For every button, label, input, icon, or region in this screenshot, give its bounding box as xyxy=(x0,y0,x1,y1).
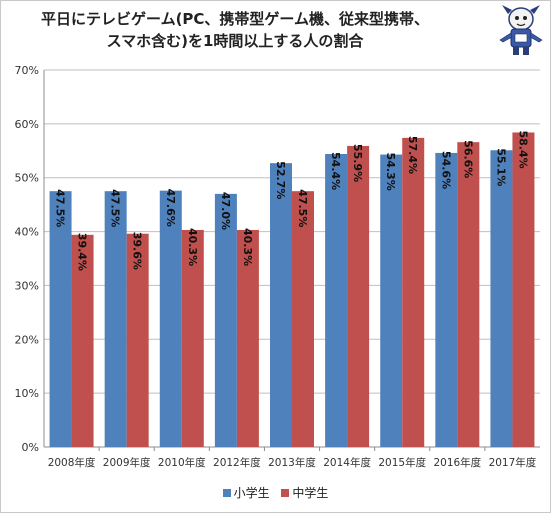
x-tick-label: 2017年度 xyxy=(489,456,537,469)
y-tick-label: 70% xyxy=(15,64,39,77)
bar-series-2 xyxy=(71,234,94,447)
bar-series-1 xyxy=(49,191,72,447)
data-label: 54.4% xyxy=(329,152,342,190)
bar-series-2 xyxy=(402,137,425,448)
bar-series-1 xyxy=(104,191,127,447)
x-tick-label: 2008年度 xyxy=(48,456,96,469)
mascot-icon xyxy=(499,5,543,55)
data-label: 47.6% xyxy=(164,189,177,227)
chart-title-line-2: スマホ含む)を1時間以上する人の割合 xyxy=(106,32,364,50)
y-tick-label: 0% xyxy=(22,441,39,454)
data-label: 57.4% xyxy=(406,136,419,174)
bar-series-1 xyxy=(435,152,458,447)
data-label: 56.6% xyxy=(461,140,474,178)
y-tick-label: 10% xyxy=(15,387,39,400)
legend-label-series-2: 中学生 xyxy=(292,486,329,500)
y-tick-label: 60% xyxy=(15,118,39,131)
legend: 小学生 中学生 xyxy=(0,484,551,501)
y-tick-label: 40% xyxy=(15,226,39,239)
bar-series-1 xyxy=(270,163,292,447)
x-tick-label: 2009年度 xyxy=(103,456,151,469)
data-label: 47.5% xyxy=(54,189,67,227)
data-label: 54.3% xyxy=(384,153,397,191)
x-tick-label: 2016年度 xyxy=(433,456,481,469)
y-tick-label: 50% xyxy=(15,172,39,185)
data-label: 54.6% xyxy=(439,151,452,189)
data-label: 55.1% xyxy=(494,148,507,186)
bar-series-2 xyxy=(347,145,370,447)
bar-series-1 xyxy=(214,193,237,447)
x-tick-label: 2012年度 xyxy=(213,456,261,469)
bar-series-1 xyxy=(490,150,513,448)
bar-series-2 xyxy=(126,233,149,447)
data-label: 39.6% xyxy=(131,232,144,270)
bar-series-1 xyxy=(159,190,182,447)
data-label: 47.5% xyxy=(109,189,122,227)
y-tick-label: 30% xyxy=(15,279,39,292)
bar-series-1 xyxy=(380,154,403,447)
x-tick-label: 2014年度 xyxy=(323,456,371,469)
legend-swatch-series-1 xyxy=(222,489,231,497)
legend-label-series-1: 小学生 xyxy=(233,486,270,500)
data-label: 40.3% xyxy=(186,228,199,266)
data-label: 55.9% xyxy=(351,144,364,182)
chart-title-line-1: 平日にテレビゲーム(PC、携帯型ゲーム機、従来型携帯、 xyxy=(41,10,429,28)
x-tick-label: 2013年度 xyxy=(268,456,316,469)
legend-swatch-series-2 xyxy=(281,489,290,497)
bar-series-2 xyxy=(292,191,314,447)
bar-series-2 xyxy=(512,132,535,447)
legend-item-series-1: 小学生 xyxy=(222,484,270,501)
x-tick-label: 2010年度 xyxy=(158,456,206,469)
bar-series-2 xyxy=(457,142,480,447)
bar-series-1 xyxy=(325,154,348,447)
data-label: 52.7% xyxy=(274,161,287,199)
x-tick-label: 2015年度 xyxy=(378,456,426,469)
bar-series-2 xyxy=(236,229,259,447)
data-label: 40.3% xyxy=(241,228,254,266)
data-label: 47.5% xyxy=(296,189,309,227)
bar-series-2 xyxy=(181,229,204,447)
legend-item-series-2: 中学生 xyxy=(281,484,328,501)
y-tick-label: 20% xyxy=(15,333,39,346)
data-label: 58.4% xyxy=(516,130,529,168)
data-label: 47.0% xyxy=(219,192,232,230)
data-label: 39.4% xyxy=(76,233,89,271)
